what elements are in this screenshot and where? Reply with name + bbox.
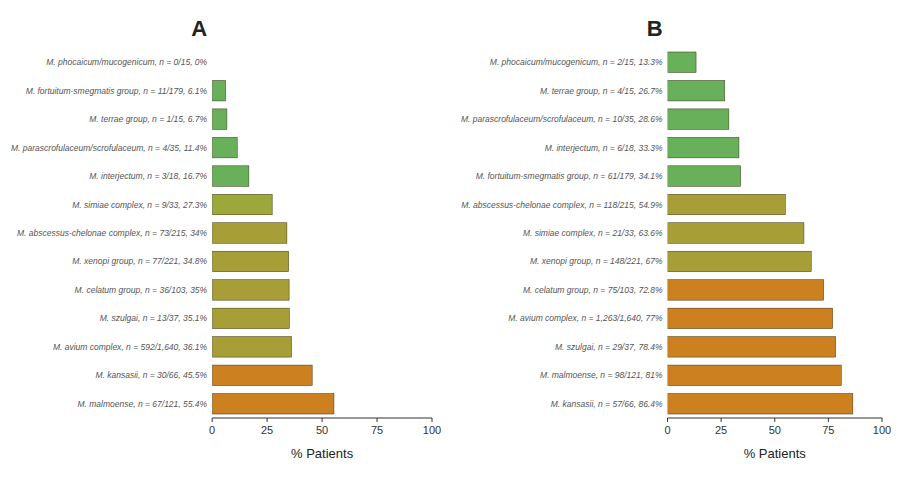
background [0, 0, 900, 479]
bar [668, 394, 853, 414]
category-label: M. interjectum, n = 6/18, 33.3% [545, 143, 663, 153]
x-tick [267, 418, 268, 422]
x-tick [212, 418, 213, 422]
bar [668, 223, 804, 243]
bar [668, 166, 741, 186]
bar [212, 109, 227, 129]
bar [212, 223, 287, 243]
category-label: M. abscessus-chelonae complex, n = 73/21… [17, 228, 208, 238]
x-tick [322, 418, 323, 422]
category-label: M. szulgai, n = 13/37, 35.1% [100, 313, 208, 323]
bar [212, 365, 312, 385]
bar [668, 137, 739, 157]
category-label: M. interjectum, n = 3/18, 16.7% [89, 171, 207, 181]
category-label: M. parascrofulaceum/scrofulaceum, n = 10… [461, 114, 663, 124]
x-tick-label: 100 [873, 424, 891, 436]
category-label: M. simiae complex, n = 9/33, 27.3% [72, 200, 207, 210]
x-tick-label: 75 [822, 424, 834, 436]
bar [212, 308, 289, 328]
bar [668, 52, 697, 72]
bar [668, 109, 729, 129]
category-label: M. celatum group, n = 75/103, 72.8% [523, 285, 663, 295]
category-label: M. szulgai, n = 29/37, 78.4% [555, 342, 663, 352]
x-axis-label: % Patients [744, 446, 807, 461]
bar [668, 251, 812, 271]
panel: M. phocaicum/mucogenicum, n = 2/15, 13.3… [461, 16, 891, 461]
bar [668, 280, 824, 300]
bar [668, 365, 842, 385]
category-label: M. kansasii, n = 30/66, 45.5% [95, 370, 207, 380]
x-tick-label: 75 [371, 424, 383, 436]
bar [668, 80, 725, 100]
bar [212, 194, 272, 214]
category-label: M. terrae group, n = 1/15, 6.7% [89, 114, 207, 124]
x-tick [774, 418, 775, 422]
bar [212, 394, 334, 414]
bars [668, 52, 853, 414]
category-label: M. xenopi group, n = 148/221, 67% [530, 256, 663, 266]
category-label: M. avium complex, n = 592/1,640, 36.1% [53, 342, 208, 352]
x-axis-label: % Patients [291, 446, 354, 461]
bar [668, 308, 833, 328]
category-label: M. simiae complex, n = 21/33, 63.6% [523, 228, 663, 238]
category-label: M. kansasii, n = 57/66, 86.4% [551, 399, 663, 409]
x-tick-label: 0 [209, 424, 215, 436]
x-tick [721, 418, 722, 422]
category-label: M. phocaicum/mucogenicum, n = 0/15, 0% [46, 57, 207, 67]
bar [668, 337, 836, 357]
category-label: M. celatum group, n = 36/103, 35% [75, 285, 208, 295]
x-tick [432, 418, 433, 422]
category-label: M. phocaicum/mucogenicum, n = 2/15, 13.3… [490, 57, 663, 67]
chart-canvas: M. phocaicum/mucogenicum, n = 0/15, 0% M.… [0, 0, 900, 479]
panel-title: B [647, 16, 663, 41]
bar [212, 52, 213, 72]
category-label: M. abscessus-chelonae complex, n = 118/2… [461, 200, 663, 210]
x-tick-label: 100 [423, 424, 441, 436]
category-label: M. avium complex, n = 1,263/1,640, 77% [508, 313, 663, 323]
bar [212, 80, 225, 100]
x-tick [377, 418, 378, 422]
category-label: M. terrae group, n = 4/15, 26.7% [540, 86, 663, 96]
category-label: M. malmoense, n = 67/121, 55.4% [77, 399, 207, 409]
panel-title: A [191, 16, 207, 41]
bar [668, 194, 786, 214]
bar [212, 280, 289, 300]
x-tick-label: 0 [664, 424, 670, 436]
bars [212, 80, 334, 414]
x-tick-label: 25 [715, 424, 727, 436]
category-label: M. parascrofulaceum/scrofulaceum, n = 4/… [11, 143, 208, 153]
category-label: M. malmoense, n = 98/121, 81% [540, 370, 663, 380]
x-tick [667, 418, 668, 422]
category-label: M. fortuitum-smegmatis group, n = 11/179… [26, 86, 208, 96]
panel: M. phocaicum/mucogenicum, n = 0/15, 0% M.… [11, 16, 441, 461]
x-tick-label: 50 [316, 424, 328, 436]
x-tick-label: 25 [261, 424, 273, 436]
bar [212, 251, 289, 271]
x-tick [828, 418, 829, 422]
category-label: M. xenopi group, n = 77/221, 34.8% [72, 256, 207, 266]
bar [212, 137, 237, 157]
bar [212, 166, 249, 186]
x-tick [882, 418, 883, 422]
category-label: M. fortuitum-smegmatis group, n = 61/179… [476, 171, 663, 181]
x-tick-label: 50 [769, 424, 781, 436]
bar [212, 337, 291, 357]
